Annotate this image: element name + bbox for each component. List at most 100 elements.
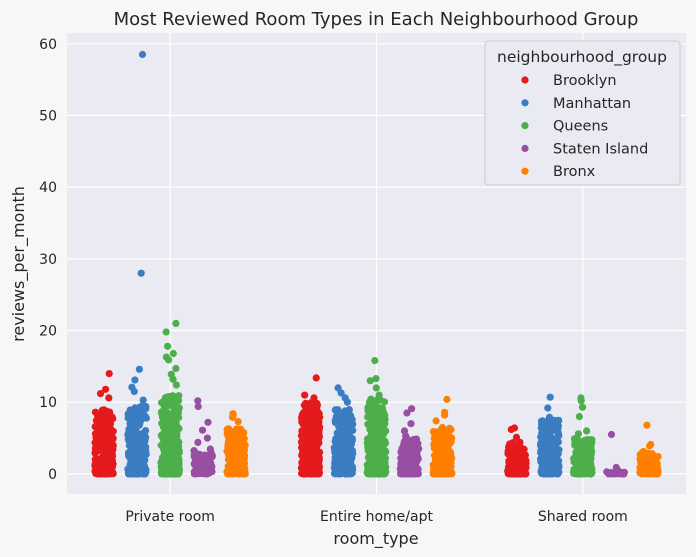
data-point	[171, 468, 179, 476]
data-point	[310, 437, 318, 445]
data-point	[129, 430, 137, 439]
data-point-outlier	[337, 389, 345, 397]
data-point	[547, 440, 555, 448]
data-point	[587, 444, 595, 452]
data-point	[505, 443, 513, 451]
data-point	[538, 417, 547, 425]
data-point	[373, 408, 382, 416]
data-point	[363, 435, 372, 443]
data-point	[299, 420, 307, 428]
data-point	[444, 426, 453, 434]
data-point	[127, 468, 135, 476]
data-point	[241, 451, 249, 460]
data-point	[133, 415, 141, 423]
data-point	[439, 448, 447, 456]
legend-marker	[521, 76, 529, 84]
data-point	[412, 435, 421, 443]
data-point	[103, 432, 111, 440]
data-point	[376, 445, 384, 453]
data-point	[546, 468, 554, 476]
data-point	[342, 409, 350, 417]
data-point	[303, 440, 312, 448]
data-point-outlier	[512, 433, 521, 441]
data-point	[338, 437, 346, 445]
strip-brooklyn	[297, 374, 324, 478]
data-point-outlier	[372, 375, 380, 383]
data-point-outlier	[646, 442, 654, 450]
data-point-outlier	[96, 390, 105, 398]
data-point	[371, 414, 379, 422]
data-point-outlier	[407, 420, 415, 428]
data-point-outlier	[408, 405, 416, 413]
data-point	[315, 426, 323, 434]
data-point	[162, 469, 170, 477]
data-point	[237, 440, 245, 448]
data-point	[229, 436, 237, 444]
data-point-outlier	[507, 425, 515, 434]
data-point	[573, 468, 581, 476]
data-point	[368, 427, 376, 436]
data-point-outlier	[301, 391, 309, 399]
data-point-outlier	[403, 409, 411, 417]
data-point	[511, 442, 519, 450]
data-point-outlier	[194, 402, 202, 411]
data-point	[206, 450, 214, 458]
data-point-outlier	[372, 384, 380, 392]
data-point	[193, 450, 201, 458]
data-point	[409, 458, 417, 466]
data-point-outlier	[172, 319, 180, 327]
data-point-outlier	[165, 356, 173, 364]
data-point	[301, 434, 309, 442]
data-point-outlier	[105, 394, 113, 402]
data-point-outlier	[234, 418, 242, 426]
y-tick-labels: 0 10 20 30 40 50 60	[39, 37, 57, 483]
data-point	[554, 468, 562, 476]
data-point	[344, 450, 352, 459]
strip-brooklyn	[504, 424, 530, 478]
data-point-outlier	[545, 413, 554, 421]
legend-label: Staten Island	[553, 141, 648, 157]
data-point	[402, 454, 410, 462]
data-point	[443, 436, 451, 444]
legend-label: Queens	[553, 119, 608, 135]
data-point	[204, 459, 212, 467]
data-point	[331, 418, 339, 426]
data-point	[223, 468, 231, 476]
data-point	[240, 468, 248, 476]
x-tick-labels: Private room Entire home/apt Shared room	[125, 509, 627, 525]
data-point	[160, 437, 168, 445]
data-point	[141, 469, 149, 477]
data-point	[413, 450, 421, 458]
data-points	[91, 50, 662, 478]
data-point	[433, 432, 441, 440]
data-point	[363, 468, 371, 476]
data-point-outlier	[131, 376, 139, 384]
data-point-outlier	[137, 269, 145, 277]
data-point	[240, 435, 248, 443]
data-point-outlier	[607, 430, 616, 439]
data-point	[191, 470, 199, 478]
strip-queens	[157, 319, 183, 478]
data-point	[134, 454, 142, 462]
y-tick-label: 20	[39, 324, 57, 340]
data-point	[553, 461, 562, 469]
data-point	[161, 423, 169, 431]
legend: neighbourhood_group Brooklyn Manhattan Que…	[484, 40, 681, 186]
data-point-outlier	[102, 385, 110, 393]
data-point-outlier	[610, 468, 619, 477]
data-point	[135, 406, 144, 414]
data-point	[519, 451, 527, 459]
data-point	[372, 403, 380, 411]
data-point	[642, 454, 650, 462]
data-point	[587, 451, 595, 459]
data-point-outlier	[172, 364, 180, 373]
data-point	[101, 469, 109, 477]
data-point	[303, 460, 311, 469]
data-point	[365, 402, 373, 410]
data-point	[370, 441, 378, 449]
data-point	[554, 428, 562, 436]
data-point	[109, 415, 117, 423]
data-point-outlier	[164, 342, 172, 350]
data-point	[164, 448, 172, 456]
data-point	[94, 412, 102, 420]
